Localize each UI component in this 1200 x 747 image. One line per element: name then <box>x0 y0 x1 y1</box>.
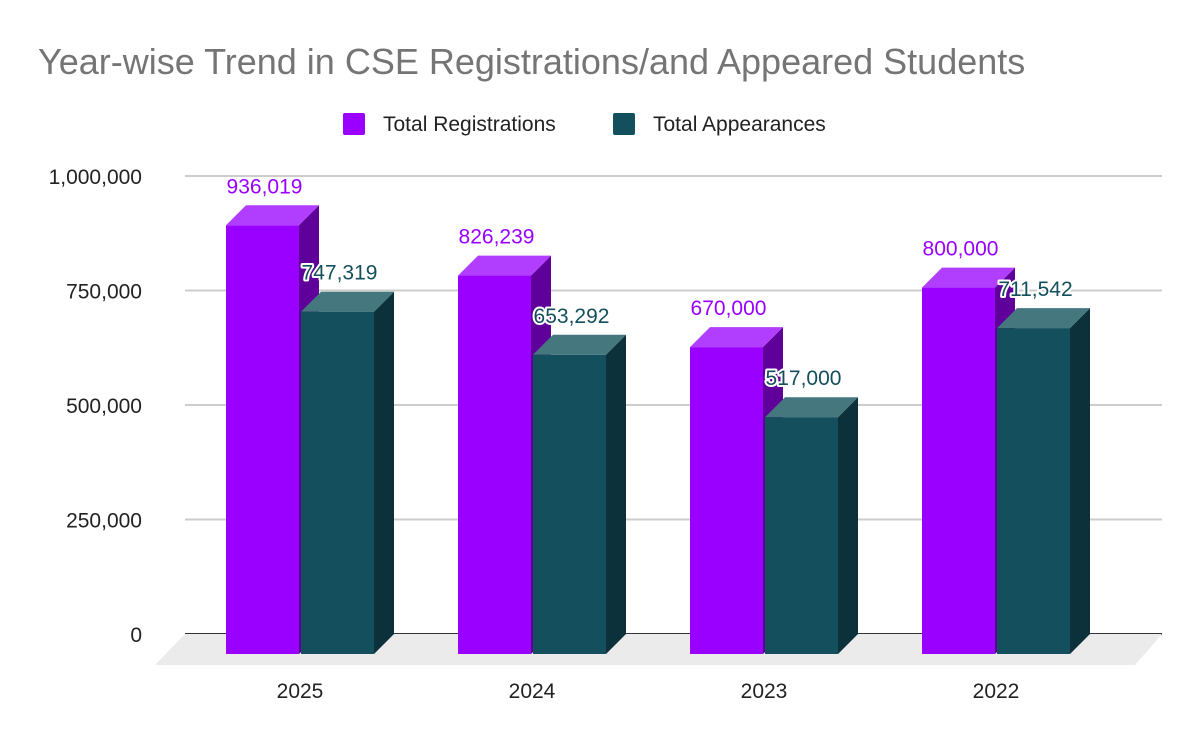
legend: Total Registrations Total Appearances <box>343 113 826 136</box>
data-label: 747,319 <box>302 262 378 285</box>
legend-label-1: Total Appearances <box>653 113 826 136</box>
bars <box>226 205 1090 655</box>
bar-2023-1 <box>765 397 858 654</box>
bar-top <box>301 291 394 312</box>
legend-label-0: Total Registrations <box>383 113 556 136</box>
floor <box>155 634 1162 665</box>
x-tick-label: 2022 <box>973 680 1020 703</box>
bar-top <box>922 267 1015 288</box>
data-labels: 936,019 747,319 826,239 653,292 670,000 517,0… <box>227 175 1075 392</box>
data-label: 653,292 <box>534 305 610 328</box>
bar-top <box>997 308 1090 329</box>
bar-2022-1 <box>997 308 1090 654</box>
data-label: 711,542 <box>998 278 1072 301</box>
bar-front <box>533 354 606 654</box>
x-tick-label: 2024 <box>509 680 556 703</box>
bar-side <box>374 291 394 654</box>
data-label: 670,000 <box>691 297 767 320</box>
data-label: 936,019 <box>227 175 303 198</box>
y-tick-label: 750,000 <box>66 281 142 304</box>
data-label: 517,000 <box>766 367 842 390</box>
bar-front <box>458 275 531 654</box>
chart-title: Year-wise Trend in CSE Registrations/and… <box>38 41 1025 82</box>
bar-2024-1 <box>533 334 626 654</box>
y-tick-label: 250,000 <box>66 510 142 533</box>
bar-side <box>838 397 858 654</box>
floor-plane <box>155 634 1162 665</box>
bar-front <box>690 347 763 654</box>
bar-top <box>458 255 551 276</box>
x-tick-label: 2025 <box>277 680 324 703</box>
bar-front <box>301 311 374 654</box>
bar-top <box>765 397 858 418</box>
legend-swatch-1 <box>613 113 635 135</box>
bar-top <box>690 327 783 348</box>
legend-swatch-0 <box>343 113 365 135</box>
bar-top <box>533 334 626 355</box>
y-tick-label: 0 <box>130 624 142 647</box>
x-axis: 2025 2024 2023 2022 <box>277 680 1020 703</box>
bar-front <box>922 287 995 654</box>
data-label: 826,239 <box>459 226 535 249</box>
bar-front <box>226 225 299 655</box>
bar-side <box>606 334 626 654</box>
bar-top <box>226 205 319 226</box>
bar-front <box>765 417 838 654</box>
bar-2025-1 <box>301 291 394 654</box>
y-tick-label: 1,000,000 <box>49 166 142 189</box>
x-tick-label: 2023 <box>741 680 788 703</box>
bar-side <box>1070 308 1090 654</box>
y-tick-label: 500,000 <box>66 395 142 418</box>
data-label: 800,000 <box>923 238 999 261</box>
bar-front <box>997 328 1070 654</box>
